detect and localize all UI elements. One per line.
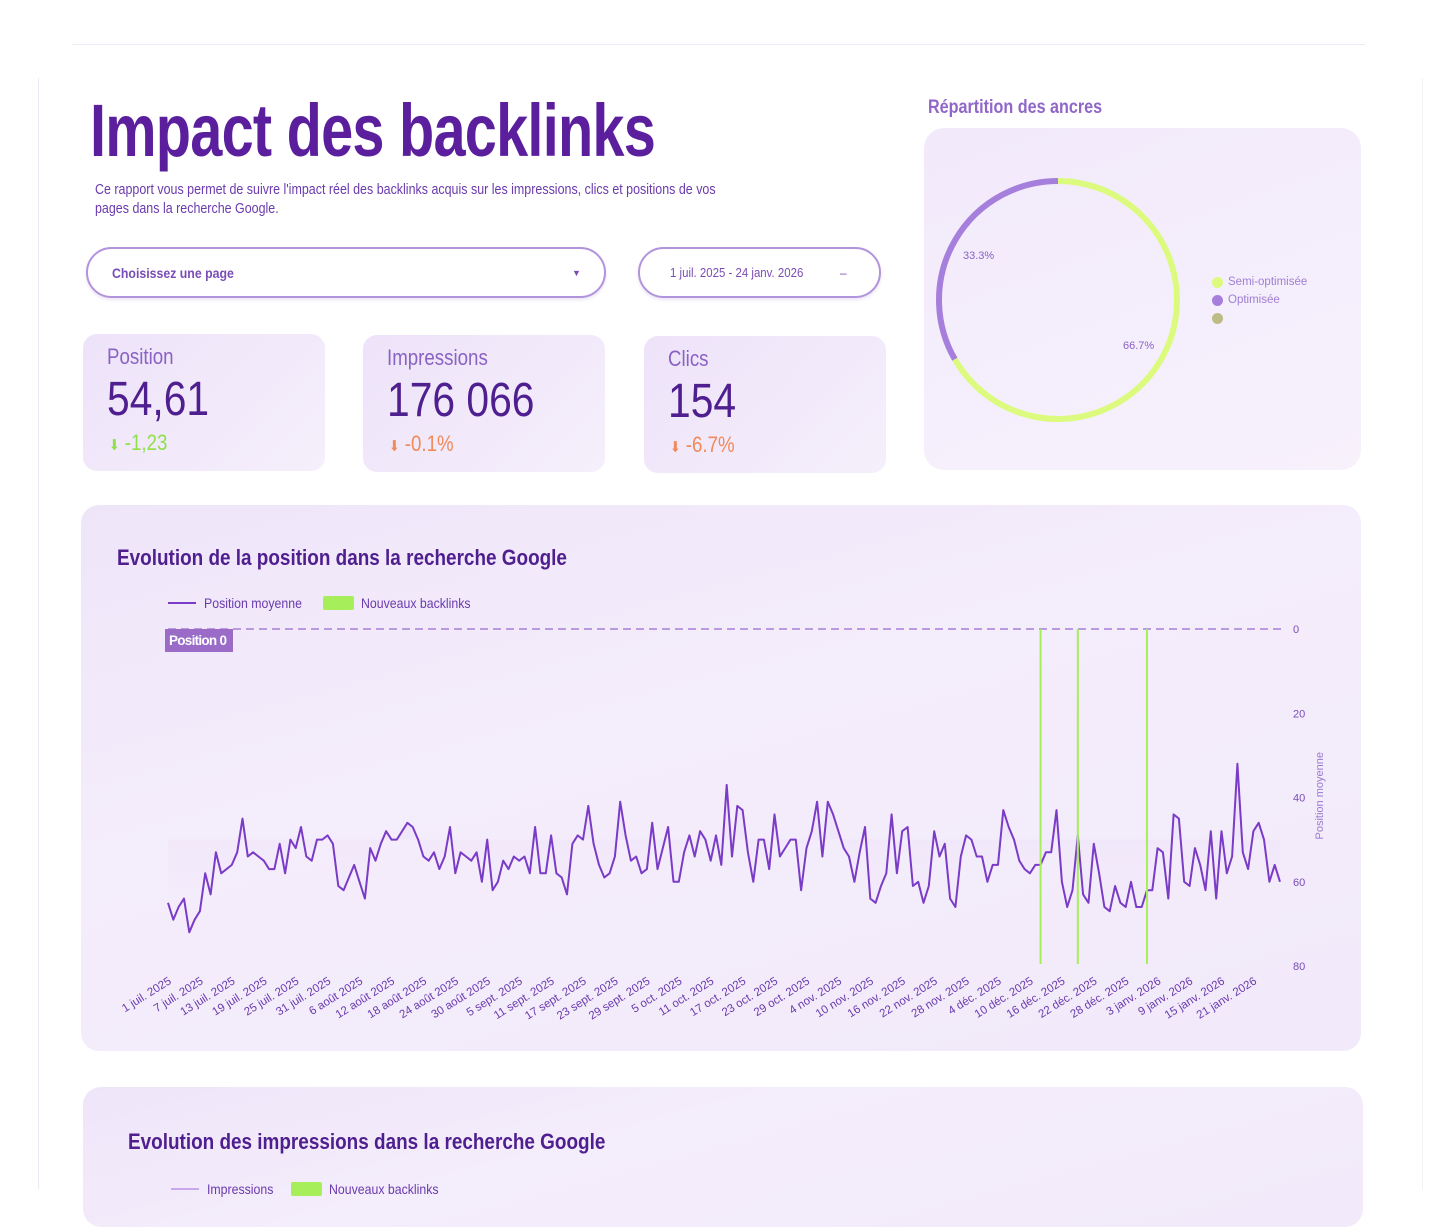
- y-tick-label: 60: [1293, 877, 1305, 889]
- legend-item-semi-optimisee[interactable]: Semi-optimisée: [1212, 276, 1307, 288]
- anchors-title: Répartition des ancres: [928, 97, 1103, 118]
- page-title: Impact des backlinks: [90, 89, 656, 172]
- legend-label: Nouveaux backlinks: [329, 1181, 439, 1197]
- kpi-value: 176 066: [387, 374, 535, 427]
- legend-label: Optimisée: [1228, 294, 1280, 306]
- legend-line: [171, 1188, 199, 1190]
- legend-item-optimisee[interactable]: Optimisée: [1212, 294, 1280, 306]
- impressions-chart-title: Evolution des impressions dans la recher…: [128, 1129, 606, 1154]
- slice-label: 33.3%: [963, 250, 994, 262]
- y-tick-label: 0: [1293, 624, 1299, 636]
- kpi-delta: ⬇ -6.7%: [670, 432, 735, 458]
- donut-slice: [952, 178, 1180, 422]
- kpi-card-position: Position 54,61 ⬇ -1,23: [83, 334, 325, 471]
- right-border: [1422, 78, 1423, 1189]
- legend-dot: [1212, 276, 1223, 288]
- legend-nouveaux-backlinks[interactable]: Nouveaux backlinks: [323, 595, 486, 611]
- kpi-label: Impressions: [387, 345, 488, 370]
- position-chart-card: Evolution de la position dans la recherc…: [81, 505, 1361, 1051]
- arrow-down-icon: ⬇: [109, 437, 120, 454]
- line-area-fill: [168, 763, 1280, 933]
- kpi-delta-value: -0.1%: [404, 431, 454, 456]
- donut-slice: [936, 178, 1059, 361]
- kpi-value: 54,61: [107, 373, 210, 426]
- kpi-value: 154: [668, 375, 737, 428]
- caret-down-icon: ▼: [572, 267, 581, 278]
- y-axis-title: Position moyenne: [1314, 752, 1326, 839]
- kpi-delta: ⬇ -1,23: [109, 430, 167, 456]
- y-tick-label: 20: [1293, 708, 1305, 720]
- position-line: [167, 762, 1281, 934]
- page-select-placeholder: Choisissez une page: [112, 264, 234, 281]
- legend-dot: [1212, 313, 1223, 324]
- impressions-chart-card: Evolution des impressions dans la recher…: [83, 1087, 1363, 1227]
- y-tick-label: 40: [1293, 793, 1305, 805]
- anchors-donut-chart: 33.3% 66.7%: [936, 178, 1180, 422]
- kpi-delta-value: -1,23: [124, 430, 168, 455]
- kpi-delta: ⬇ -0.1%: [389, 431, 454, 457]
- date-range-picker[interactable]: 1 juil. 2025 - 24 janv. 2026 –: [638, 247, 881, 298]
- legend-label: Semi-optimisée: [1228, 276, 1308, 288]
- anchors-card: 33.3% 66.7% Semi-optimisée Optimisée: [924, 128, 1361, 470]
- reference-label: Position 0: [169, 633, 227, 648]
- legend-position-moyenne[interactable]: Position moyenne: [168, 595, 315, 611]
- y-tick-label: 80: [1293, 961, 1305, 973]
- legend-label: Position moyenne: [204, 595, 302, 611]
- reference-label-box: [165, 629, 233, 652]
- legend-swatch: [291, 1182, 322, 1196]
- kpi-label: Position: [107, 344, 174, 369]
- top-divider: [72, 44, 1365, 45]
- legend-item-empty[interactable]: [1212, 313, 1228, 324]
- position-chart-title: Evolution de la position dans la recherc…: [117, 545, 567, 570]
- caret-down-icon: –: [840, 265, 847, 280]
- arrow-down-icon: ⬇: [389, 438, 400, 455]
- kpi-delta-value: -6.7%: [685, 432, 735, 457]
- legend-label: Nouveaux backlinks: [361, 595, 471, 611]
- kpi-label: Clics: [668, 346, 709, 371]
- kpi-card-clics: Clics 154 ⬇ -6.7%: [644, 336, 886, 473]
- slice-label: 66.7%: [1123, 340, 1154, 352]
- left-border: [38, 78, 39, 1189]
- legend-dot: [1212, 294, 1223, 306]
- legend-nouveaux-backlinks[interactable]: Nouveaux backlinks: [291, 1181, 454, 1197]
- page-select[interactable]: Choisissez une page ▼: [86, 247, 606, 298]
- legend-impressions[interactable]: Impressions: [171, 1181, 282, 1197]
- arrow-down-icon: ⬇: [670, 439, 681, 456]
- legend-line: [168, 602, 196, 604]
- legend-swatch: [323, 596, 354, 610]
- date-range-value: 1 juil. 2025 - 24 janv. 2026: [670, 265, 804, 280]
- kpi-card-impressions: Impressions 176 066 ⬇ -0.1%: [363, 335, 605, 472]
- page-description: Ce rapport vous permet de suivre l'impac…: [95, 182, 716, 217]
- legend-label: Impressions: [207, 1181, 274, 1197]
